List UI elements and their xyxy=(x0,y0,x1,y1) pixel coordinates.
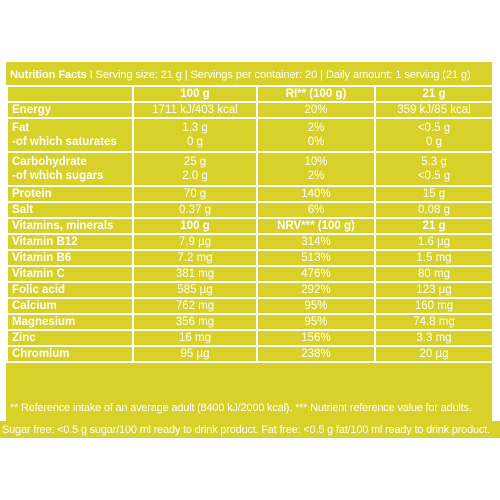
row-value-100g: 356 mg xyxy=(132,313,258,331)
vitamins-header-label: Vitamins, minerals xyxy=(6,217,134,235)
row-value-100g: 762 mg xyxy=(132,297,258,315)
row-value-serving: 359 kJ/85 kcal xyxy=(374,101,494,119)
title-rest: I Serving size: 21 g | Servings per cont… xyxy=(86,69,471,81)
row-value-100g: 16 mg xyxy=(132,329,258,347)
row-value-ri: 2% 0% xyxy=(256,117,376,153)
table-row: Carbohydrate -of which sugars 25 g 2.0 g 1… xyxy=(6,151,494,187)
reference-footnote: ** Reference intake of an average adult … xyxy=(10,402,472,414)
row-label: Zinc xyxy=(6,329,134,347)
value-main: <0.5 g xyxy=(417,122,451,134)
row-label: Folic acid xyxy=(6,281,134,299)
row-sublabel: -of which saturates xyxy=(12,136,117,148)
row-value-ri: 140% xyxy=(256,185,376,203)
row-label: Vitamin B12 xyxy=(6,233,134,251)
row-value-100g: 1.3 g 0 g xyxy=(132,117,258,153)
value-main: 10% xyxy=(304,156,328,168)
row-value-ri: 10% 2% xyxy=(256,151,376,187)
row-value-serving: 1.6 µg xyxy=(374,233,494,251)
table-row: Vitamin B6 7.2 mg 513% 1.5 mg xyxy=(6,249,494,267)
row-label-main: Carbohydrate xyxy=(12,156,87,168)
row-label: Carbohydrate -of which sugars xyxy=(6,151,134,187)
sugar-note-bar xyxy=(0,421,500,438)
row-label: Vitamin C xyxy=(6,265,134,283)
row-label: Energy xyxy=(6,101,134,119)
row-label: Vitamin B6 xyxy=(6,249,134,267)
header-col3: 21 g xyxy=(374,85,494,103)
header-label xyxy=(6,85,134,103)
value-sub: 0 g xyxy=(426,136,442,148)
value-sub: <0.5 g xyxy=(417,170,451,182)
table-row: Calcium 762 mg 95% 160 mg xyxy=(6,297,494,315)
row-value-serving: <0.5 g 0 g xyxy=(374,117,494,153)
table-row: Vitamin B12 7.9 µg 314% 1.6 µg xyxy=(6,233,494,251)
row-value-nrv: 476% xyxy=(256,265,376,283)
value-main: 5.3 g xyxy=(421,156,447,168)
row-value-100g: 1711 kJ/403 kcal xyxy=(132,101,258,119)
row-value-100g: 0.37 g xyxy=(132,201,258,219)
row-value-100g: 381 mg xyxy=(132,265,258,283)
row-value-100g: 25 g 2.0 g xyxy=(132,151,258,187)
row-value-serving: 0.08 g xyxy=(374,201,494,219)
value-sub: 0 g xyxy=(187,136,203,148)
vitamins-header-col2: NRV*** (100 g) xyxy=(256,217,376,235)
row-value-ri: 20% xyxy=(256,101,376,119)
table-row: Energy 1711 kJ/403 kcal 20% 359 kJ/85 kc… xyxy=(6,101,494,119)
value-sub: 0% xyxy=(307,136,325,148)
row-value-100g: 7.2 mg xyxy=(132,249,258,267)
vitamins-header-col3: 21 g xyxy=(374,217,494,235)
row-value-nrv: 95% xyxy=(256,297,376,315)
table-row: Magnesium 356 mg 95% 74.8 mg xyxy=(6,313,494,331)
row-label-main: Fat xyxy=(12,122,30,134)
row-value-nrv: 238% xyxy=(256,345,376,363)
row-value-100g: 70 g xyxy=(132,185,258,203)
value-main: 1.3 g xyxy=(182,122,208,134)
table-header-row: 100 g RI** (100 g) 21 g xyxy=(6,85,494,103)
row-value-nrv: 156% xyxy=(256,329,376,347)
sugar-note: Sugar free: <0.5 g sugar/100 ml ready to… xyxy=(2,424,490,436)
row-value-serving: 74.8 mg xyxy=(374,313,494,331)
row-value-100g: 7.9 µg xyxy=(132,233,258,251)
row-value-serving: 5.3 g <0.5 g xyxy=(374,151,494,187)
row-value-nrv: 314% xyxy=(256,233,376,251)
table-row: Chromium 95 µg 238% 20 µg xyxy=(6,345,494,363)
nutrition-title: Nutrition Facts I Serving size: 21 g | S… xyxy=(10,66,488,84)
row-value-serving: 80 mg xyxy=(374,265,494,283)
row-value-serving: 15 g xyxy=(374,185,494,203)
value-sub: 2% xyxy=(307,170,325,182)
row-value-nrv: 95% xyxy=(256,313,376,331)
row-value-100g: 585 µg xyxy=(132,281,258,299)
row-value-ri: 6% xyxy=(256,201,376,219)
row-label: Protein xyxy=(6,185,134,203)
title-bold: Nutrition Facts xyxy=(10,69,87,81)
row-label: Fat -of which saturates xyxy=(6,117,134,153)
row-value-nrv: 513% xyxy=(256,249,376,267)
row-label: Magnesium xyxy=(6,313,134,331)
row-value-serving: 1.5 mg xyxy=(374,249,494,267)
row-value-nrv: 292% xyxy=(256,281,376,299)
row-label: Chromium xyxy=(6,345,134,363)
table-row: Vitamin C 381 mg 476% 80 mg xyxy=(6,265,494,283)
value-main: 25 g xyxy=(183,156,207,168)
header-col2: RI** (100 g) xyxy=(256,85,376,103)
header-col1: 100 g xyxy=(132,85,258,103)
row-value-100g: 95 µg xyxy=(132,345,258,363)
vitamins-header-col1: 100 g xyxy=(132,217,258,235)
row-sublabel: -of which sugars xyxy=(12,170,104,182)
table-row: Folic acid 585 µg 292% 123 µg xyxy=(6,281,494,299)
row-value-serving: 160 mg xyxy=(374,297,494,315)
value-sub: 2.0 g xyxy=(182,170,208,182)
vitamins-header-row: Vitamins, minerals 100 g NRV*** (100 g) … xyxy=(6,217,494,235)
row-label: Salt xyxy=(6,201,134,219)
row-value-serving: 3.3 mg xyxy=(374,329,494,347)
value-main: 2% xyxy=(307,122,325,134)
row-value-serving: 123 µg xyxy=(374,281,494,299)
table-row: Protein 70 g 140% 15 g xyxy=(6,185,494,203)
table-row: Zinc 16 mg 156% 3.3 mg xyxy=(6,329,494,347)
row-value-serving: 20 µg xyxy=(374,345,494,363)
row-label: Calcium xyxy=(6,297,134,315)
table-row: Salt 0.37 g 6% 0.08 g xyxy=(6,201,494,219)
nutrition-table: 100 g RI** (100 g) 21 g Energy 1711 kJ/4… xyxy=(6,85,494,363)
